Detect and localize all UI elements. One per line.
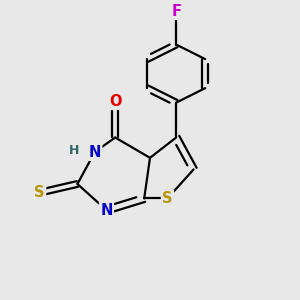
Text: N: N (88, 145, 101, 160)
Text: N: N (100, 202, 112, 217)
Text: F: F (171, 4, 181, 19)
Text: O: O (109, 94, 122, 109)
Text: S: S (34, 185, 45, 200)
Text: H: H (69, 144, 80, 157)
Text: S: S (162, 191, 173, 206)
